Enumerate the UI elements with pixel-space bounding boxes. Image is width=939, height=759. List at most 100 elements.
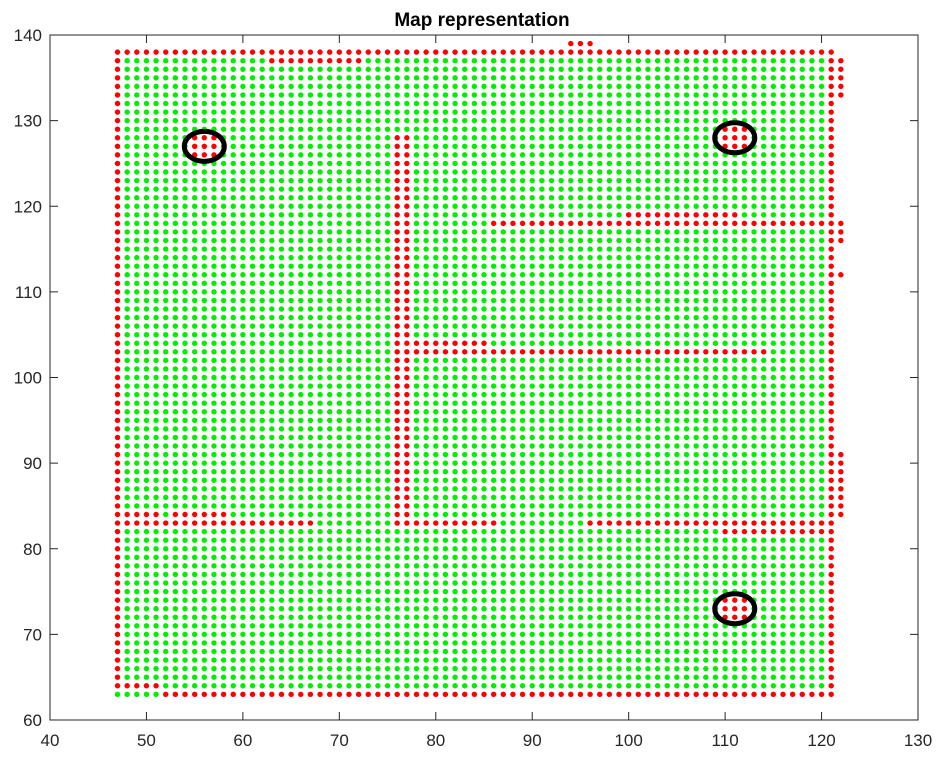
free-cell-point	[606, 597, 613, 603]
free-cell-point	[625, 152, 632, 158]
free-cell-point	[143, 314, 150, 321]
free-cell-point	[462, 563, 468, 569]
free-cell-point	[220, 272, 227, 278]
free-cell-point	[201, 588, 208, 595]
free-cell-point	[230, 177, 236, 184]
free-cell-point	[683, 665, 690, 672]
free-cell-point	[336, 426, 343, 432]
free-cell-point	[423, 554, 429, 561]
free-cell-point	[510, 357, 516, 364]
free-cell-point	[741, 331, 748, 338]
free-cell-point	[780, 374, 786, 381]
free-cell-point	[500, 169, 506, 175]
free-cell-point	[683, 400, 690, 406]
free-cell-point	[789, 263, 796, 269]
free-cell-point	[269, 126, 275, 132]
free-cell-point	[153, 657, 159, 663]
free-cell-point	[220, 160, 227, 167]
free-cell-point	[683, 374, 690, 381]
free-cell-point	[249, 580, 256, 586]
free-cell-point	[452, 66, 458, 72]
free-cell-point	[365, 460, 371, 466]
free-cell-point	[423, 511, 429, 518]
free-cell-point	[606, 674, 613, 680]
free-cell-point	[471, 83, 478, 90]
free-cell-point	[471, 383, 478, 389]
free-cell-point	[548, 417, 555, 424]
free-cell-point	[413, 580, 420, 586]
free-cell-point	[124, 460, 130, 466]
free-cell-point	[616, 605, 622, 612]
free-cell-point	[259, 477, 265, 483]
free-cell-point	[433, 272, 439, 278]
free-cell-point	[712, 528, 719, 535]
free-cell-point	[712, 331, 719, 338]
free-cell-point	[182, 357, 188, 364]
free-cell-point	[539, 494, 545, 501]
free-cell-point	[326, 135, 333, 141]
free-cell-point	[789, 571, 796, 578]
free-cell-point	[683, 657, 690, 663]
free-cell-point	[616, 486, 622, 492]
free-cell-point	[124, 374, 130, 381]
free-cell-point	[760, 212, 767, 218]
free-cell-point	[587, 100, 593, 107]
free-cell-point	[664, 571, 670, 578]
free-cell-point	[288, 674, 294, 680]
free-cell-point	[789, 272, 796, 278]
free-cell-point	[326, 426, 333, 432]
free-cell-point	[442, 409, 449, 415]
free-cell-point	[664, 263, 670, 269]
free-cell-point	[172, 657, 179, 663]
free-cell-point	[751, 246, 757, 252]
free-cell-point	[625, 588, 632, 595]
free-cell-point	[490, 117, 497, 124]
free-cell-point	[201, 460, 208, 466]
free-cell-point	[664, 314, 670, 321]
free-cell-point	[442, 212, 449, 218]
free-cell-point	[490, 289, 497, 295]
free-cell-point	[712, 468, 719, 475]
free-cell-point	[423, 314, 429, 321]
free-cell-point	[163, 546, 169, 552]
free-cell-point	[780, 366, 786, 372]
free-cell-point	[346, 640, 352, 646]
free-cell-point	[500, 314, 506, 321]
free-cell-point	[703, 66, 709, 72]
free-cell-point	[220, 229, 227, 235]
free-cell-point	[606, 503, 613, 509]
free-cell-point	[384, 683, 391, 689]
free-cell-point	[355, 229, 362, 235]
free-cell-point	[625, 511, 632, 518]
free-cell-point	[597, 409, 603, 415]
free-cell-point	[191, 357, 198, 364]
free-cell-point	[722, 314, 728, 321]
free-cell-point	[732, 237, 738, 244]
free-cell-point	[211, 297, 217, 304]
free-cell-point	[760, 631, 767, 638]
free-cell-point	[384, 152, 391, 158]
free-cell-point	[635, 331, 642, 338]
free-cell-point	[317, 331, 323, 338]
free-cell-point	[809, 460, 815, 466]
free-cell-point	[462, 169, 468, 175]
free-cell-point	[703, 263, 709, 269]
free-cell-point	[587, 605, 593, 612]
free-cell-point	[471, 477, 478, 483]
free-cell-point	[182, 263, 188, 269]
free-cell-point	[394, 640, 400, 646]
free-cell-point	[693, 289, 699, 295]
free-cell-point	[693, 614, 699, 620]
free-cell-point	[674, 374, 680, 381]
free-cell-point	[288, 109, 294, 115]
free-cell-point	[375, 580, 381, 586]
free-cell-point	[404, 648, 410, 655]
free-cell-point	[211, 571, 217, 578]
free-cell-point	[510, 623, 516, 629]
free-cell-point	[423, 563, 429, 569]
free-cell-point	[375, 443, 381, 449]
free-cell-point	[230, 417, 236, 424]
free-cell-point	[635, 605, 642, 612]
free-cell-point	[703, 186, 709, 192]
free-cell-point	[597, 554, 603, 561]
